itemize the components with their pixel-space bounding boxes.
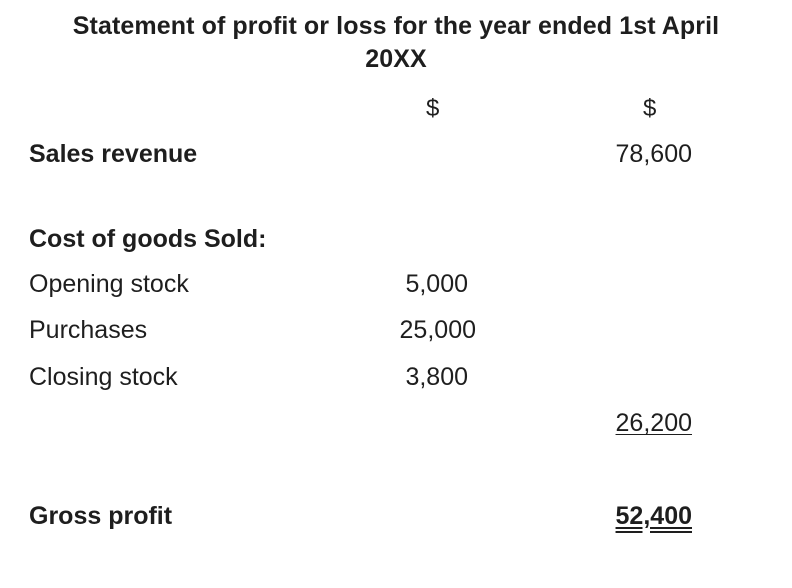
label-closing-stock: Closing stock (29, 363, 178, 391)
row-gross-profit: Gross profit 52,400 (0, 502, 792, 536)
row-cogs-heading: Cost of goods Sold: (0, 225, 792, 259)
value-sales-revenue: 78,600 (615, 140, 692, 168)
label-sales-revenue: Sales revenue (29, 140, 198, 168)
currency-header-col2: $ (643, 95, 657, 122)
value-opening-stock: 5,000 (405, 270, 468, 298)
currency-header-col1: $ (426, 95, 440, 122)
value-purchases: 25,000 (399, 316, 476, 344)
statement-title-line-2: 20XX (365, 45, 427, 73)
label-opening-stock: Opening stock (29, 270, 189, 298)
value-cogs-total: 26,200 (615, 409, 692, 437)
statement-title-line-1: Statement of profit or loss for the year… (72, 12, 720, 40)
row-opening-stock: Opening stock 5,000 (0, 270, 792, 304)
value-closing-stock: 3,800 (405, 363, 468, 391)
row-cogs-total: 26,200 (0, 409, 792, 443)
row-purchases: Purchases 25,000 (0, 316, 792, 350)
value-gross-profit: 52,400 (615, 502, 692, 530)
row-sales-revenue: Sales revenue 78,600 (0, 140, 792, 174)
label-gross-profit: Gross profit (29, 502, 173, 530)
label-cogs-heading: Cost of goods Sold: (29, 225, 267, 253)
label-purchases: Purchases (29, 316, 148, 344)
row-closing-stock: Closing stock 3,800 (0, 363, 792, 397)
